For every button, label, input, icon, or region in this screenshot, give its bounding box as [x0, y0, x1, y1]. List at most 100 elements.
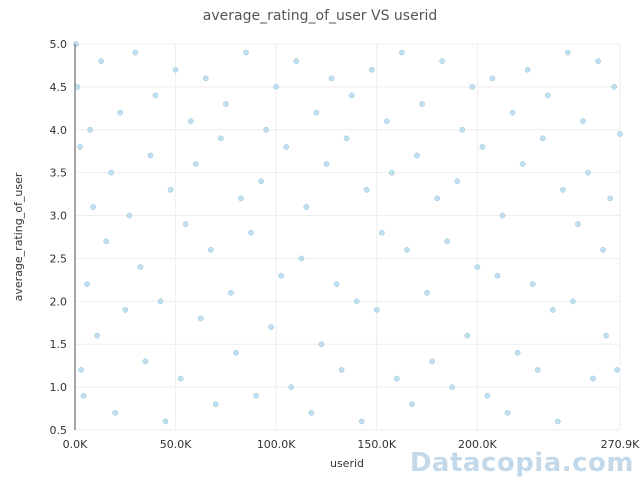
data-point [617, 131, 623, 137]
data-point [87, 126, 93, 133]
data-point [519, 161, 526, 167]
data-point [389, 169, 395, 176]
data-point [590, 375, 596, 382]
y-tick-label: 3.5 [50, 167, 68, 180]
data-point [258, 178, 264, 185]
y-tick-label: 2.5 [50, 252, 68, 265]
data-point [308, 409, 315, 416]
data-point [595, 58, 601, 65]
data-point [84, 281, 90, 288]
y-axis-label: average_rating_of_user [12, 172, 25, 301]
data-point [238, 195, 244, 202]
data-point [223, 101, 229, 107]
data-point [90, 204, 96, 210]
data-point [419, 101, 425, 107]
data-point [603, 332, 609, 339]
data-point [409, 401, 415, 408]
data-point [479, 144, 486, 150]
data-point [404, 247, 410, 253]
data-point [263, 126, 269, 133]
y-tick-label: 2.0 [50, 295, 68, 308]
data-point [248, 229, 254, 236]
data-point [524, 66, 531, 73]
data-point [273, 84, 280, 90]
data-point [534, 367, 541, 373]
data-point [293, 58, 300, 65]
data-point [192, 161, 199, 167]
x-tick-label: 270.9K [601, 438, 640, 451]
data-point [253, 392, 259, 399]
data-point [575, 221, 581, 227]
watermark-logo: Datacopia.com [409, 448, 634, 478]
data-point [94, 332, 100, 339]
data-point [489, 75, 496, 82]
x-axis-label: userid [330, 457, 364, 470]
data-point [228, 289, 234, 296]
data-point [137, 264, 144, 270]
data-point [494, 272, 501, 279]
data-point [323, 161, 330, 167]
x-tick-label: 50.0K [160, 438, 192, 451]
y-grid [75, 43, 620, 431]
data-point [283, 144, 290, 150]
data-point [233, 349, 239, 356]
data-point [614, 367, 621, 373]
data-point [484, 392, 491, 399]
data-point [157, 298, 164, 305]
data-point [207, 247, 214, 253]
data-point [313, 109, 320, 116]
data-point [554, 418, 561, 425]
data-point [464, 332, 471, 339]
data-point [187, 118, 194, 125]
data-point [172, 66, 179, 73]
data-point [288, 384, 295, 390]
x-tick-label: 200.0K [458, 438, 497, 451]
data-point [348, 92, 355, 99]
data-point [218, 135, 224, 142]
data-point [328, 75, 335, 82]
data-point [607, 195, 613, 202]
data-point [212, 401, 219, 408]
data-point [529, 281, 536, 288]
data-point [565, 49, 571, 56]
data-point [499, 212, 506, 219]
y-tick-label: 3.0 [50, 210, 68, 223]
data-point [358, 418, 365, 425]
data-point [167, 186, 174, 193]
data-point [333, 281, 340, 288]
data-point [132, 49, 139, 56]
data-point [439, 58, 446, 65]
data-point [444, 238, 451, 245]
data-point [600, 247, 606, 253]
data-point [147, 152, 154, 159]
data-point [126, 212, 133, 219]
data-point [278, 272, 285, 279]
data-point [459, 126, 466, 133]
data-point [152, 92, 159, 99]
data-point [112, 409, 119, 416]
data-point [611, 84, 618, 90]
data-point [103, 238, 110, 245]
data-point [108, 169, 115, 176]
data-point [268, 324, 275, 330]
data-point [80, 392, 87, 399]
data-point [429, 358, 435, 365]
data-point [394, 375, 400, 382]
data-point [78, 367, 85, 373]
data-point [414, 152, 420, 159]
data-point [580, 118, 586, 125]
data-point [454, 178, 461, 185]
x-tick-label: 0.0K [63, 438, 88, 451]
data-point [449, 384, 456, 390]
data-point [202, 75, 209, 82]
data-point [378, 229, 385, 236]
data-point [122, 307, 129, 313]
y-tick-label: 0.5 [50, 424, 68, 437]
data-point [504, 409, 511, 416]
data-point [77, 144, 83, 150]
y-tick-label: 1.5 [50, 338, 68, 351]
y-tick-label: 5.0 [50, 38, 68, 51]
data-point [117, 109, 124, 116]
chart-title: average_rating_of_user VS userid [203, 8, 438, 24]
